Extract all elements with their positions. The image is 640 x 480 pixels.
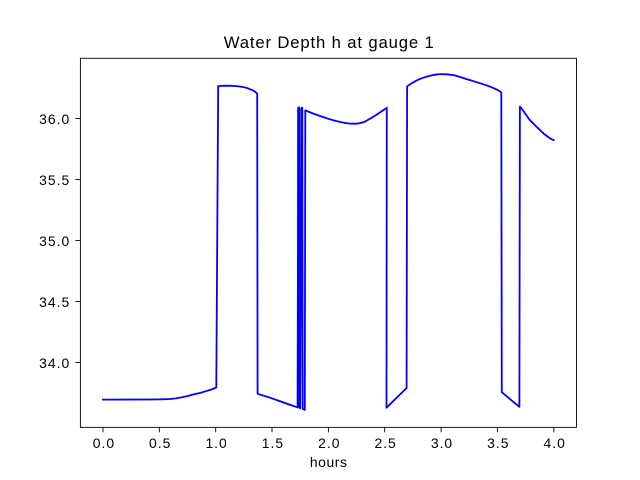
svg-text:2.5: 2.5 [374, 435, 396, 451]
svg-text:hours: hours [310, 454, 348, 470]
svg-text:35.5: 35.5 [39, 172, 70, 188]
svg-text:35.0: 35.0 [39, 233, 70, 249]
svg-text:3.0: 3.0 [431, 435, 453, 451]
svg-text:34.5: 34.5 [39, 294, 70, 310]
svg-text:4.0: 4.0 [544, 435, 566, 451]
svg-text:1.0: 1.0 [205, 435, 227, 451]
svg-text:1.5: 1.5 [262, 435, 284, 451]
svg-text:0.0: 0.0 [93, 435, 115, 451]
svg-text:0.5: 0.5 [149, 435, 171, 451]
svg-text:34.0: 34.0 [39, 355, 70, 371]
svg-text:Water Depth h at gauge 1: Water Depth h at gauge 1 [224, 33, 435, 52]
svg-text:36.0: 36.0 [39, 111, 70, 127]
svg-text:3.5: 3.5 [487, 435, 509, 451]
svg-text:2.0: 2.0 [318, 435, 340, 451]
